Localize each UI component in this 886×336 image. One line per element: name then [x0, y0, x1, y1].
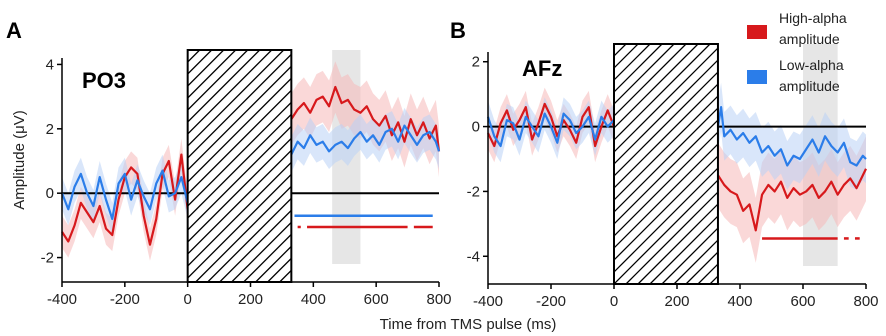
y-tick-label-b-1: -2 [467, 183, 480, 200]
legend: High-alpha amplitude Low-alpha amplitude [747, 10, 847, 94]
tms-mask-b [613, 43, 719, 285]
y-tick-label-a-0: -2 [41, 250, 54, 267]
band-low-alpha-post-b [717, 82, 866, 190]
y-axis-label: Amplitude (μV) [11, 110, 28, 210]
series-lines-b [486, 102, 867, 232]
panel-letter-b: B [450, 18, 466, 43]
legend-swatch-high-alpha [747, 25, 767, 39]
tms-mask-hatch-a [187, 50, 292, 282]
line-high-alpha-post-a [290, 85, 441, 152]
y-tick-label-a-1: 0 [46, 185, 54, 202]
y-tick-label-b-0: -4 [467, 248, 480, 265]
x-tick-label-a-0: -400 [47, 291, 77, 308]
axes-a: -2 0 2 4 -400 -200 0 200 400 600 800 [41, 56, 452, 308]
legend-label-high-alpha-line1: High-alpha [779, 10, 847, 26]
x-tick-label-a-2: 0 [183, 291, 191, 308]
panel-b: B -4 -2 0 2 -400 -200 0 200 400 600 800 AFz [450, 18, 879, 310]
line-high-alpha-post-b [717, 168, 867, 232]
legend-label-high-alpha-line2: amplitude [779, 31, 840, 47]
x-tick-label-a-4: 400 [301, 291, 326, 308]
x-tick-label-b-3: 200 [664, 293, 689, 310]
x-tick-label-a-6: 800 [426, 291, 451, 308]
x-tick-label-a-5: 600 [364, 291, 389, 308]
band-high-alpha-post-b [717, 136, 866, 263]
y-tick-label-a-2: 2 [46, 121, 54, 138]
x-axis-label: Time from TMS pulse (ms) [380, 316, 557, 333]
line-low-alpha-post-b [716, 106, 867, 167]
x-tick-label-b-4: 400 [727, 293, 752, 310]
tms-mask-fill-b [614, 44, 718, 284]
channel-label-afz: AFz [522, 56, 562, 81]
panel-letter-a: A [6, 18, 22, 43]
y-tick-label-b-2: 0 [472, 119, 480, 136]
x-tick-label-b-0: -400 [473, 293, 503, 310]
tms-mask-a [186, 49, 293, 283]
channel-label-po3: PO3 [82, 68, 126, 93]
line-low-alpha-pre-a [60, 169, 189, 221]
x-tick-label-a-3: 200 [238, 291, 263, 308]
x-tick-label-b-2: 0 [610, 293, 618, 310]
series-lines-a [60, 85, 441, 246]
axes-b: -4 -2 0 2 -400 -200 0 200 400 600 800 [467, 52, 879, 310]
x-tick-label-b-5: 600 [790, 293, 815, 310]
band-low-alpha-pre-b [488, 97, 614, 163]
legend-label-low-alpha-line2: amplitude [779, 78, 840, 94]
significance-bars-a [294, 214, 433, 229]
y-tick-label-a-3: 4 [46, 56, 54, 73]
tms-mask-hatch-b [614, 44, 718, 284]
band-low-alpha-pre-a [62, 154, 188, 236]
band-high-alpha-pre-a [62, 138, 188, 261]
legend-label-low-alpha-line1: Low-alpha [779, 57, 844, 73]
x-tick-label-a-1: -200 [110, 291, 140, 308]
panel-a: A -2 0 2 4 -400 -200 0 200 400 600 800 PO3 Amplitu… [6, 18, 452, 308]
line-low-alpha-post-a [290, 124, 441, 156]
line-low-alpha-pre-b [486, 112, 615, 148]
y-tick-label-b-3: 2 [472, 54, 480, 71]
legend-swatch-low-alpha [747, 70, 767, 84]
x-tick-label-b-6: 800 [853, 293, 878, 310]
x-tick-label-b-1: -200 [536, 293, 566, 310]
